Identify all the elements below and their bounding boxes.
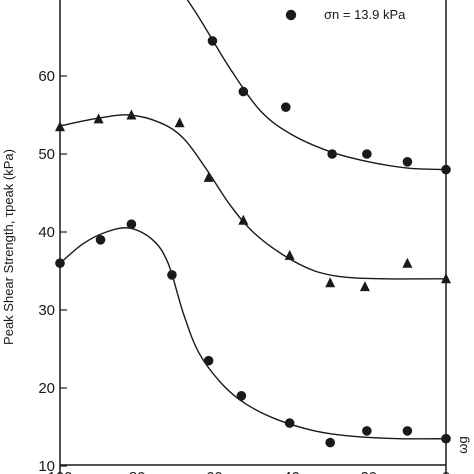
y-tick-label: 30 <box>38 302 55 319</box>
data-point-circle <box>207 36 218 46</box>
data-point-circle <box>441 164 451 175</box>
data-point-triangle <box>441 273 451 284</box>
data-point-triangle <box>238 214 249 225</box>
data-point-circle <box>327 149 337 159</box>
legend-marker-circle <box>285 9 297 21</box>
data-point-circle <box>362 426 372 436</box>
data-point-triangle <box>126 109 137 120</box>
data-point-circle <box>55 258 65 269</box>
legend-series-name: σn = 13.9 kPa <box>324 7 406 22</box>
fit-curve-2 <box>59 114 447 280</box>
data-point-circle <box>402 157 413 167</box>
x-tick-label: 100 <box>47 469 72 474</box>
plot-frame <box>59 0 447 474</box>
x-tick-label: 60 <box>206 469 223 474</box>
data-point-circle <box>325 437 336 448</box>
data-point-circle <box>238 86 249 97</box>
data-point-triangle <box>359 281 370 292</box>
data-point-triangle <box>174 117 185 128</box>
data-point-circle <box>236 391 247 401</box>
data-point-triangle <box>325 277 336 288</box>
data-point-circle <box>203 355 214 366</box>
x-axis-cut-label: ωg <box>455 436 470 453</box>
y-tick-label: 60 <box>38 68 55 85</box>
data-point-triangle <box>402 257 413 268</box>
data-markers <box>55 36 451 448</box>
data-point-circle <box>95 235 106 245</box>
data-point-circle <box>362 149 372 159</box>
data-point-circle <box>126 219 137 229</box>
data-point-circle <box>281 102 291 112</box>
y-tick-label: 40 <box>38 224 55 241</box>
y-tick-label: 50 <box>38 146 55 163</box>
data-point-circle <box>402 426 413 436</box>
data-point-circle <box>441 433 451 444</box>
x-tick-label: 40 <box>283 469 300 474</box>
fit-curve-3 <box>59 227 447 440</box>
y-tick-label: 20 <box>38 380 55 397</box>
y-tick-label: 10 <box>38 458 55 474</box>
y-ticks: 10 20 30 40 50 60 <box>38 68 67 474</box>
x-tick-label: 0 <box>442 469 450 474</box>
fit-curves <box>59 0 447 440</box>
data-point-triangle <box>93 113 104 124</box>
y-axis-label: Peak Shear Strength, τpeak (kPa) <box>1 149 16 345</box>
legend: σn = 13.9 kPa <box>285 7 406 22</box>
fit-curve-1 <box>186 0 447 171</box>
x-cut-ticks: 100 80 60 40 20 0 <box>47 469 450 474</box>
data-point-triangle <box>284 249 295 260</box>
data-point-triangle <box>55 121 65 132</box>
data-point-triangle <box>203 171 214 182</box>
x-tick-label: 80 <box>129 469 146 474</box>
data-point-circle <box>167 270 177 280</box>
data-point-circle <box>284 418 295 428</box>
x-tick-label: 20 <box>360 469 377 474</box>
